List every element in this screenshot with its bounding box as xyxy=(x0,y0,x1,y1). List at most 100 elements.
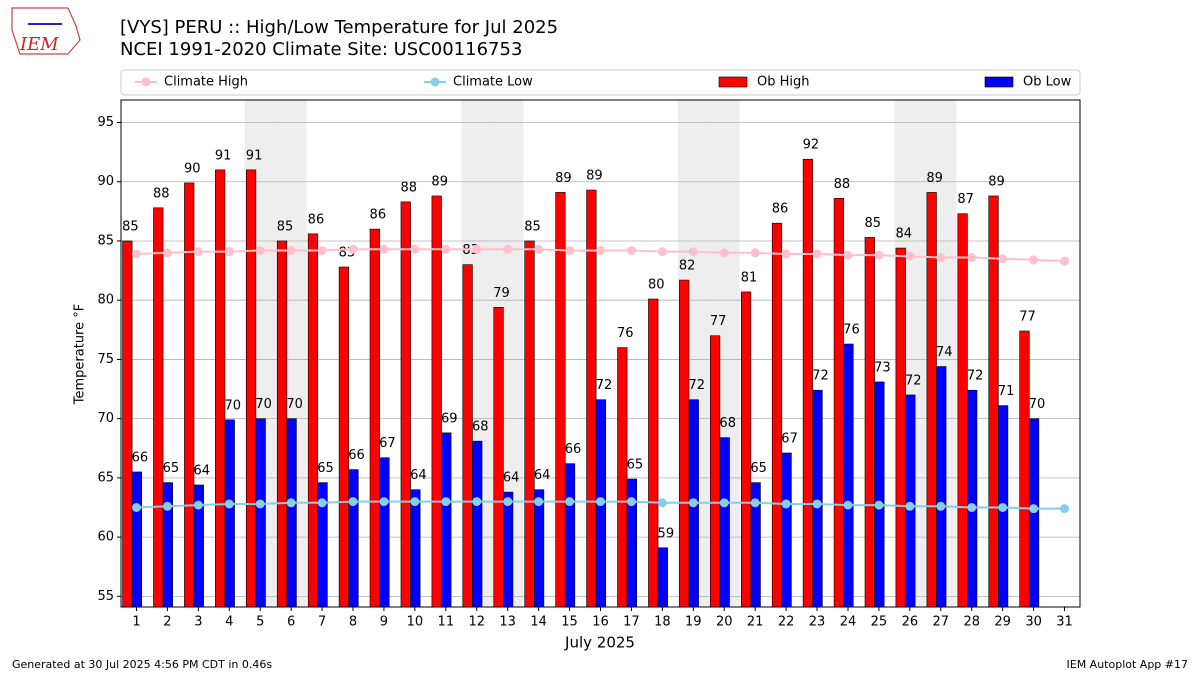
x-tick-label: 6 xyxy=(287,615,295,630)
bar xyxy=(153,207,164,608)
bar xyxy=(224,419,235,608)
point xyxy=(936,501,946,511)
bar xyxy=(555,192,566,608)
data-label: 70 xyxy=(224,398,241,413)
point xyxy=(162,501,172,511)
x-tick-label: 12 xyxy=(468,615,485,630)
bar xyxy=(967,389,978,608)
point xyxy=(998,502,1008,512)
point xyxy=(843,250,853,260)
data-label: 88 xyxy=(153,186,170,201)
logo-text: IEM xyxy=(19,34,59,55)
x-tick-label: 4 xyxy=(225,615,233,630)
bar xyxy=(833,198,844,608)
point xyxy=(719,248,729,258)
data-label: 92 xyxy=(803,138,820,153)
data-label: 77 xyxy=(1019,309,1036,324)
bar xyxy=(493,307,504,608)
legend-marker xyxy=(430,77,440,87)
x-tick-label: 18 xyxy=(654,615,671,630)
data-label: 90 xyxy=(184,161,201,176)
data-label: 77 xyxy=(710,314,727,329)
point xyxy=(688,247,698,257)
bar xyxy=(255,418,266,608)
y-tick-label: 70 xyxy=(97,411,114,426)
x-tick-label: 23 xyxy=(809,615,826,630)
data-label: 72 xyxy=(688,378,705,393)
point xyxy=(441,244,451,254)
x-tick-label: 17 xyxy=(623,615,640,630)
bar xyxy=(472,440,483,608)
data-label: 66 xyxy=(132,450,149,465)
point xyxy=(936,253,946,263)
data-label: 71 xyxy=(998,384,1015,399)
point xyxy=(874,500,884,510)
bar xyxy=(379,457,390,608)
point xyxy=(379,244,389,254)
bar xyxy=(338,266,349,608)
x-tick-label: 16 xyxy=(592,615,609,630)
x-tick-label: 20 xyxy=(716,615,733,630)
point xyxy=(565,497,575,507)
data-label: 72 xyxy=(812,369,829,384)
data-label: 70 xyxy=(255,397,272,412)
point xyxy=(534,244,544,254)
point xyxy=(812,249,822,259)
plot-frame xyxy=(120,99,1081,608)
bar xyxy=(131,471,143,608)
point xyxy=(379,497,389,507)
y-tick-label: 90 xyxy=(97,174,114,189)
data-label: 82 xyxy=(679,259,696,274)
point xyxy=(1029,255,1039,265)
point xyxy=(967,502,977,512)
data-label: 66 xyxy=(348,448,365,463)
data-label: 87 xyxy=(957,192,974,207)
data-label: 89 xyxy=(555,171,572,186)
data-label: 86 xyxy=(308,212,325,227)
point xyxy=(472,497,482,507)
data-label: 65 xyxy=(163,461,180,476)
point xyxy=(626,497,636,507)
y-tick-label: 80 xyxy=(97,293,114,308)
point xyxy=(750,498,760,508)
bar xyxy=(441,432,452,608)
data-label: 59 xyxy=(658,526,675,541)
y-tick-label: 60 xyxy=(97,530,114,545)
data-label: 65 xyxy=(750,461,767,476)
data-label: 89 xyxy=(431,174,448,189)
data-label: 85 xyxy=(122,219,139,234)
point xyxy=(688,498,698,508)
point xyxy=(626,245,636,255)
legend-label: Ob Low xyxy=(1023,75,1072,90)
legend-box xyxy=(120,69,1081,96)
bar xyxy=(617,347,628,608)
x-tick-label: 19 xyxy=(685,615,702,630)
point xyxy=(1060,256,1070,266)
x-tick-label: 31 xyxy=(1056,615,1073,630)
bar xyxy=(410,489,421,608)
bar xyxy=(1019,330,1030,608)
x-axis-label: July 2025 xyxy=(564,634,635,652)
data-label: 88 xyxy=(400,180,417,195)
footer-right: IEM Autoplot App #17 xyxy=(1067,658,1189,671)
bar xyxy=(771,222,783,608)
data-label: 86 xyxy=(370,208,387,223)
x-tick-label: 2 xyxy=(163,615,171,630)
data-label: 65 xyxy=(317,461,334,476)
point xyxy=(657,498,667,508)
bar xyxy=(781,452,792,608)
point xyxy=(905,501,915,511)
point xyxy=(843,500,853,510)
x-tick-label: 9 xyxy=(380,615,388,630)
data-label: 72 xyxy=(596,378,613,393)
legend-marker xyxy=(141,77,151,87)
data-label: 72 xyxy=(967,369,984,384)
data-label: 80 xyxy=(648,278,665,293)
point xyxy=(162,248,172,258)
bar xyxy=(369,228,380,608)
bar xyxy=(400,201,411,608)
chart-subtitle: NCEI 1991-2020 Climate Site: USC00116753 xyxy=(120,39,522,60)
data-label: 64 xyxy=(194,463,211,478)
bar xyxy=(895,247,906,608)
point xyxy=(317,498,327,508)
